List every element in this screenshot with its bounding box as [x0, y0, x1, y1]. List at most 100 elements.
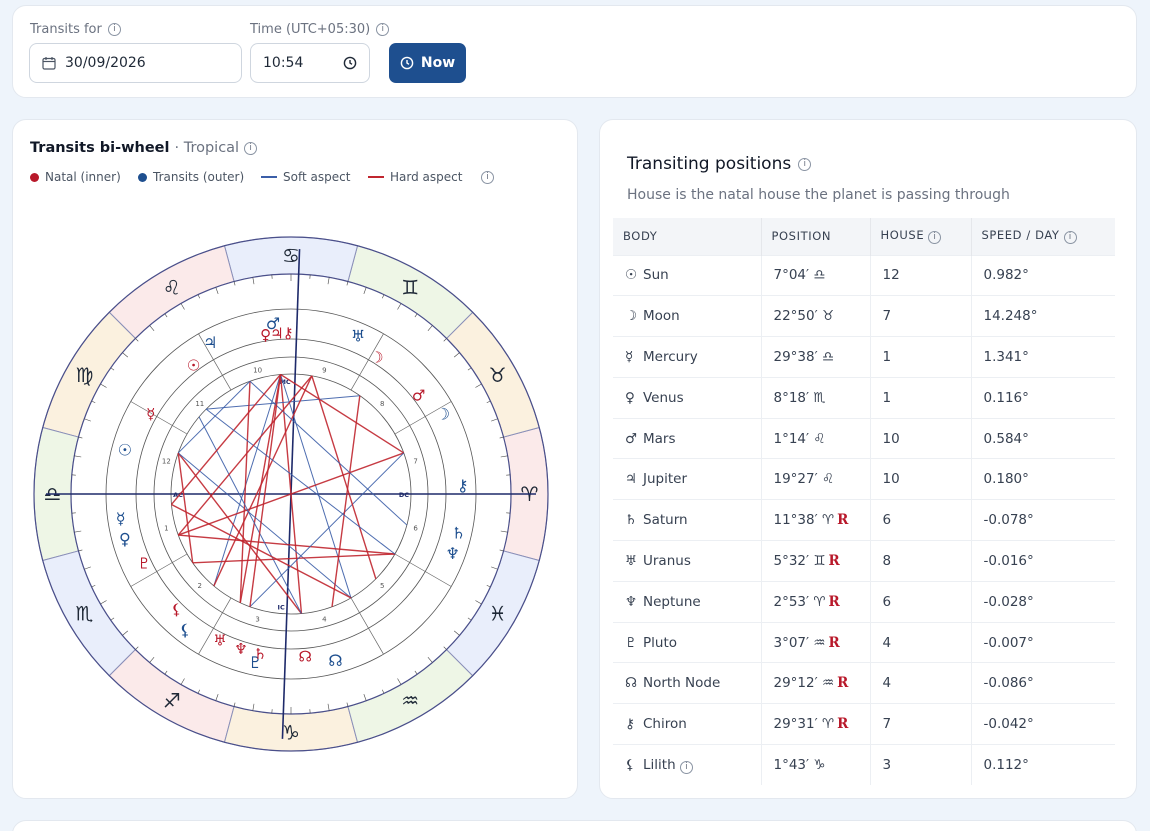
- house-cusp: [394, 401, 452, 435]
- position-cell: 29°12′ ♒ R: [761, 662, 871, 704]
- soft-aspect-line: [249, 452, 405, 608]
- degree-tick: [215, 287, 219, 294]
- body-cell: ♂ Mars: [613, 417, 762, 459]
- position-cell: 29°38′ ♎: [761, 336, 871, 378]
- table-row: ♇ Pluto 3°07′ ♒ R 4 -0.007°: [613, 621, 1115, 663]
- table-row: ♆ Neptune 2°53′ ♈ R 6 -0.028°: [613, 580, 1115, 623]
- transits-dot: [138, 172, 147, 182]
- table-row: ☿ Mercury 29°38′ ♎ 1 1.341°: [613, 336, 1115, 378]
- house-cell: 8: [870, 540, 972, 582]
- speed-cell: -0.016°: [971, 540, 1115, 582]
- degree-tick: [427, 656, 433, 663]
- transit-planet-icon: ♀: [119, 530, 131, 549]
- degree-tick: [453, 352, 460, 358]
- transit-planet-icon: ☿: [116, 509, 126, 528]
- col-speed: SPEED / DAY i: [971, 218, 1115, 255]
- house-cusp: [198, 333, 232, 391]
- clock-icon[interactable]: [343, 56, 357, 70]
- degree-tick: [500, 530, 508, 533]
- body-name: Jupiter: [643, 471, 688, 488]
- house-number: 9: [322, 366, 326, 374]
- hard-aspect-line: [311, 375, 377, 580]
- retrograde-badge: R: [828, 593, 840, 610]
- info-icon[interactable]: i: [107, 23, 121, 36]
- natal-planet-icon: ♄: [253, 645, 266, 663]
- natal-planet-icon: ☊: [298, 647, 311, 665]
- date-input[interactable]: 30/09/2026: [29, 43, 242, 83]
- position-cell: 1°14′ ♌: [761, 417, 871, 459]
- house-number: 5: [380, 582, 384, 590]
- degree-tick: [491, 418, 498, 422]
- degree-tick: [74, 455, 82, 458]
- body-name: Sun: [643, 267, 669, 284]
- time-input[interactable]: 10:54: [250, 43, 370, 83]
- house-cusp: [350, 597, 384, 655]
- degree-tick: [397, 678, 402, 685]
- planet-glyph-icon: ♇: [625, 634, 638, 651]
- degree-tick: [443, 646, 447, 650]
- body-cell: ⚸ Lilith i: [613, 744, 762, 786]
- house-cell: 1: [870, 376, 972, 419]
- hard-aspect-line: [177, 452, 194, 563]
- degree-tick: [252, 703, 255, 711]
- transit-planet-icon: ♇: [248, 653, 262, 672]
- angle-label: DC: [399, 491, 409, 499]
- zodiac-sign-icon: ♏: [75, 601, 93, 625]
- now-button[interactable]: Now: [389, 43, 466, 83]
- degree-tick: [84, 566, 91, 570]
- transit-planet-icon: ♄: [451, 524, 465, 543]
- body-name: Mars: [643, 430, 676, 447]
- info-icon[interactable]: i: [679, 760, 693, 774]
- degree-tick: [467, 617, 472, 621]
- info-icon[interactable]: i: [798, 157, 812, 171]
- body-cell: ♆ Neptune: [613, 580, 762, 623]
- natal-planet-icon: ☉: [187, 357, 200, 375]
- positions-table: BODY POSITION HOUSE i SPEED / DAY i ☉ Sun…: [613, 218, 1115, 786]
- planet-glyph-icon: ☽: [625, 308, 638, 325]
- info-icon[interactable]: i: [244, 141, 258, 155]
- legend-transits: Transits (outer): [138, 170, 244, 184]
- house-cell: 3: [870, 744, 972, 786]
- position-cell: 22°50′ ♉: [761, 295, 871, 337]
- natal-planet-icon: ♅: [213, 632, 226, 650]
- planet-glyph-icon: ☿: [625, 348, 634, 365]
- soft-aspect-line: [205, 408, 396, 555]
- house-number: 11: [195, 400, 204, 408]
- planet-glyph-icon: ☊: [625, 675, 637, 692]
- house-cell: 6: [870, 499, 972, 541]
- info-icon[interactable]: i: [376, 23, 390, 36]
- house-cell: 10: [870, 458, 972, 500]
- soft-aspect-line: [206, 395, 360, 410]
- hard-aspect-line: [177, 375, 313, 536]
- body-name: Pluto: [643, 634, 678, 651]
- planet-glyph-icon: ⚸: [625, 756, 635, 773]
- info-icon[interactable]: i: [928, 231, 942, 245]
- info-icon[interactable]: i: [1063, 231, 1077, 245]
- table-row: ⚷ Chiron 29°31′ ♈ R 7 -0.042°: [613, 703, 1115, 745]
- transit-planet-icon: ⚸: [179, 621, 191, 640]
- degree-tick: [149, 656, 155, 663]
- hard-aspect-line: [239, 374, 282, 603]
- position-cell: 1°43′ ♑: [761, 744, 871, 786]
- hard-aspect-line: [331, 395, 361, 607]
- hard-aspect-line: [192, 553, 395, 564]
- chart-title-row: Transits bi-wheel · Tropical i: [30, 140, 258, 156]
- soft-aspect-line: [177, 452, 352, 599]
- degree-tick: [100, 600, 107, 605]
- degree-tick: [427, 325, 433, 332]
- natal-planet-icon: ♀: [260, 326, 271, 344]
- degree-tick: [84, 418, 91, 422]
- hard-aspect-line: [239, 381, 251, 603]
- degree-tick: [164, 313, 168, 318]
- soft-aspect-line: [177, 380, 251, 454]
- house-cell: 4: [870, 662, 972, 704]
- transit-controls-card: Transits for i 30/09/2026 Time (UTC+05:3…: [12, 5, 1137, 98]
- transit-planet-icon: ♅: [351, 327, 365, 346]
- body-cell: ⚷ Chiron: [613, 703, 762, 745]
- zodiac-sign-icon: ♑: [282, 721, 300, 745]
- speed-cell: 0.180°: [971, 458, 1115, 500]
- degree-tick: [363, 287, 367, 294]
- zodiac-sign-icon: ♐: [163, 689, 181, 713]
- house-cusp: [394, 553, 452, 587]
- info-icon[interactable]: i: [481, 171, 494, 184]
